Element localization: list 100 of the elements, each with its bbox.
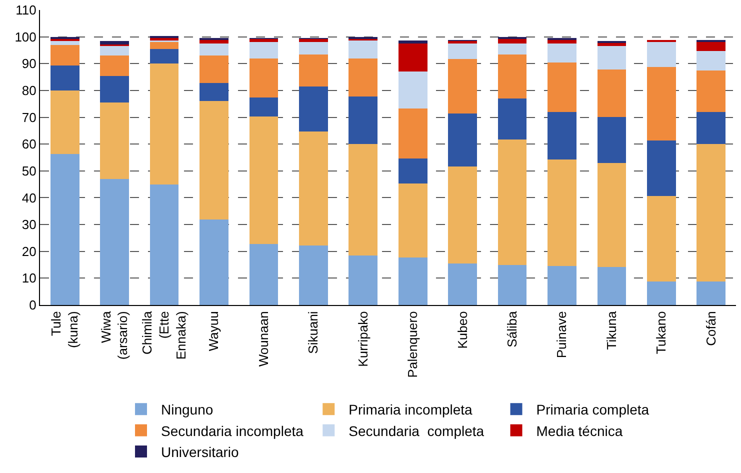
- bar: [647, 42, 676, 67]
- bar: [249, 42, 278, 58]
- bar: [100, 178, 129, 305]
- bar: [50, 90, 80, 154]
- bar: [647, 282, 676, 305]
- y-tick-label: 40: [22, 190, 36, 206]
- x-tick-label: Sikuani: [306, 311, 321, 354]
- x-tick-label: Tukano: [654, 311, 669, 354]
- y-tick-label: 10: [22, 270, 36, 286]
- bar: [249, 98, 278, 116]
- bar: [398, 71, 428, 109]
- bar: [100, 76, 129, 103]
- bar: [299, 38, 328, 42]
- bar: [348, 40, 378, 58]
- bar: [597, 42, 626, 46]
- bar: [398, 108, 428, 159]
- bar: [696, 282, 726, 305]
- legend-label: Media técnica: [536, 422, 623, 439]
- x-tick-label: Tule (kuna): [48, 311, 81, 348]
- bar: [696, 70, 726, 112]
- bar: [150, 184, 179, 305]
- y-tick-label: 20: [22, 244, 36, 259]
- bar: [398, 44, 428, 72]
- bar: [249, 58, 278, 98]
- bar: [200, 220, 228, 305]
- bar: [696, 41, 726, 52]
- bar: [100, 56, 129, 76]
- x-tick-label: Cofán: [703, 311, 718, 346]
- bar: [498, 44, 527, 54]
- bar: [548, 62, 576, 112]
- bar: [299, 54, 328, 86]
- bar: [200, 101, 228, 220]
- legend-label: Secundaria completa: [348, 422, 484, 439]
- bar: [696, 112, 726, 144]
- bar: [249, 38, 278, 42]
- bar: [249, 116, 278, 244]
- bar: [398, 40, 428, 44]
- y-tick-label: 90: [22, 56, 36, 72]
- bar: [100, 46, 129, 56]
- bar: [299, 246, 328, 305]
- x-tick-label: Wounaan: [256, 311, 271, 367]
- bar: [647, 66, 676, 140]
- legend-label: Primaria completa: [536, 402, 650, 418]
- bar: [696, 144, 726, 282]
- x-tick-label: Kubeo: [454, 311, 470, 349]
- bar: [348, 256, 378, 305]
- bar: [150, 48, 179, 64]
- bar: [398, 183, 428, 258]
- bar: [498, 98, 527, 140]
- bar: [597, 46, 626, 70]
- legend-label: Ninguno: [161, 402, 214, 418]
- x-tick-label: Palenquero: [405, 311, 420, 378]
- bar: [548, 159, 576, 266]
- bar: [597, 117, 626, 163]
- bar: [200, 56, 228, 83]
- bar: [200, 44, 228, 56]
- x-tick-label: Sáliba: [504, 310, 520, 348]
- bar: [448, 59, 477, 114]
- bar: [150, 42, 179, 49]
- bar: [348, 96, 378, 144]
- bar: [299, 131, 328, 246]
- bar: [50, 66, 80, 90]
- bar: [597, 267, 626, 305]
- bar: [50, 44, 80, 66]
- y-tick-label: 30: [22, 217, 36, 232]
- x-tick-label: Kurripako: [355, 311, 370, 367]
- bar: [597, 69, 626, 117]
- bar: [398, 158, 428, 184]
- bar: [498, 139, 527, 265]
- bar: [299, 42, 328, 54]
- y-tick-label: 0: [29, 298, 36, 313]
- bar: [548, 44, 576, 62]
- bar: [448, 43, 477, 60]
- bar: [597, 162, 626, 268]
- bar: [100, 102, 129, 179]
- bar: [548, 112, 576, 160]
- bar: [249, 244, 278, 305]
- bar: [498, 38, 527, 44]
- bar: [348, 58, 378, 96]
- bar: [299, 86, 328, 132]
- bar: [498, 54, 527, 98]
- bar: [498, 264, 527, 305]
- bar: [50, 154, 80, 305]
- y-tick-label: 70: [22, 110, 36, 125]
- x-tick-label: Wayuu: [206, 311, 222, 352]
- legend-label: Universitario: [161, 444, 240, 460]
- x-tick-label: Chimila (Ette Ennaka): [140, 310, 188, 360]
- bar: [150, 38, 179, 41]
- y-tick-label: 50: [22, 163, 36, 178]
- x-tick-label: Tikuna: [604, 310, 619, 350]
- bar: [398, 257, 428, 305]
- bar: [647, 140, 676, 196]
- bar: [448, 166, 477, 264]
- x-tick-label: Wiwa (arsario): [98, 310, 130, 360]
- bar: [647, 196, 676, 282]
- y-tick-label: 80: [22, 83, 36, 98]
- bar: [200, 82, 228, 102]
- bar: [448, 40, 477, 44]
- y-tick-label: 60: [22, 136, 36, 152]
- y-tick-label: 100: [14, 29, 36, 44]
